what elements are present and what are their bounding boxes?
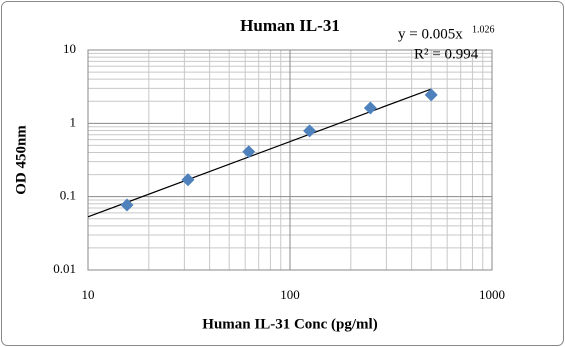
trendline-exponent: 1.026 [472, 24, 495, 35]
x-tick-label: 10 [82, 287, 95, 302]
y-tick-label: 1 [70, 114, 77, 129]
y-tick-label: 10 [63, 41, 76, 56]
y-tick-label: 0.1 [60, 188, 76, 203]
marks [87, 88, 438, 218]
y-tick-label: 0.01 [53, 261, 76, 276]
plot-frame [87, 49, 493, 271]
data-point [424, 88, 438, 102]
r-squared: R² = 0.994 [414, 46, 479, 62]
trendline-equation: y = 0.005x [398, 26, 463, 42]
x-axis-label: Human IL-31 Conc (pg/ml) [202, 316, 377, 332]
data-point [363, 101, 377, 115]
y-axis-label: OD 450nm [13, 125, 29, 195]
data-point [303, 124, 317, 138]
data-point [242, 145, 256, 159]
x-tick-label: 100 [280, 287, 300, 302]
x-tick-label: 1000 [479, 287, 505, 302]
grid [87, 49, 493, 271]
data-point [181, 173, 195, 187]
chart-title: Human IL-31 [240, 16, 340, 35]
data-point [120, 198, 134, 212]
